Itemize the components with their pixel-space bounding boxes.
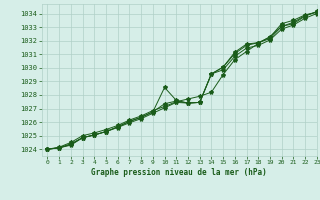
X-axis label: Graphe pression niveau de la mer (hPa): Graphe pression niveau de la mer (hPa) [91,168,267,177]
